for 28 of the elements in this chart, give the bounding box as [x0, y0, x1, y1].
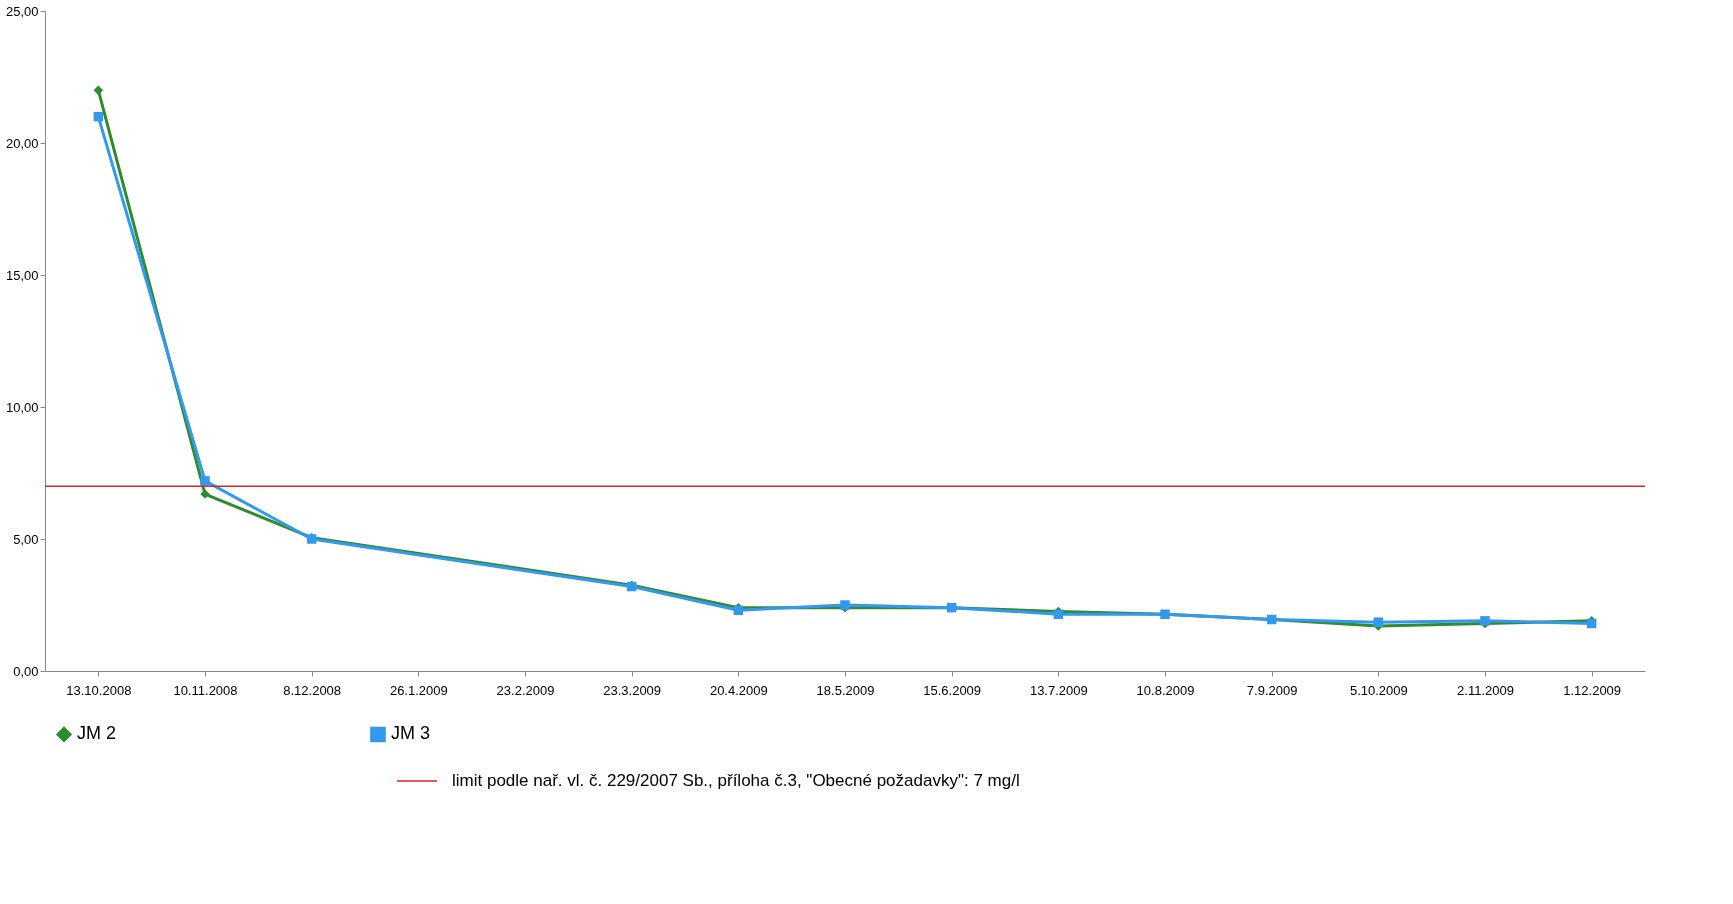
x-tick-label: 13.10.2008 — [66, 682, 132, 698]
point — [93, 85, 104, 95]
y-tick-label: 5,00 — [13, 531, 39, 547]
y-tick-label: 20,00 — [5, 135, 39, 151]
point — [1373, 617, 1384, 627]
point — [93, 111, 104, 122]
x-tick-label: 8.12.2008 — [283, 682, 342, 698]
point — [200, 476, 210, 486]
legend-label: JM 2 — [77, 723, 117, 744]
legend-label: JM 3 — [391, 723, 431, 744]
x-tick-label: 1.12.2009 — [1563, 682, 1622, 698]
x-tick-label: 7.9.2009 — [1246, 682, 1298, 698]
x-tick-label: 5.10.2009 — [1349, 682, 1408, 698]
y-tick-label: 15,00 — [5, 267, 39, 283]
x-tick-label: 2.11.2009 — [1457, 682, 1514, 698]
x-tick-label: 23.3.2009 — [603, 682, 662, 698]
x-tick-label: 18.5.2009 — [816, 682, 875, 698]
x-tick-label: 10.11.2008 — [173, 682, 238, 698]
y-tick-label: 25,00 — [5, 3, 39, 19]
y-tick-label: 0,00 — [13, 663, 39, 679]
x-tick-label: 26.1.2009 — [389, 682, 448, 698]
x-tick-label: 10.8.2009 — [1136, 682, 1195, 698]
x-tick-label: 15.6.2009 — [923, 682, 982, 698]
x-tick-label: 13.7.2009 — [1029, 682, 1088, 698]
x-tick-label: 23.2.2009 — [496, 682, 555, 698]
x-tick-label: 20.4.2009 — [709, 682, 768, 698]
legend-label: limit podle nař. vl. č. 229/2007 Sb., příloha č.3, "Obecné požadavky": 7 mg/l — [452, 771, 1020, 790]
y-tick-label: 10,00 — [5, 399, 39, 415]
